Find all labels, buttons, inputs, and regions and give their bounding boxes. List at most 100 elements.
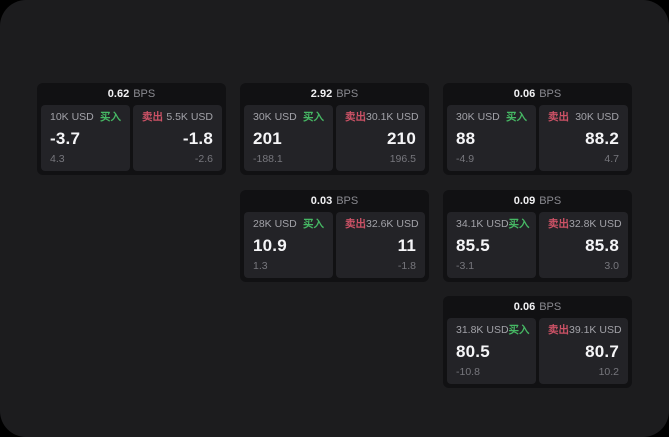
quote-card: 0.09 BPS 34.1K USD 买入 85.5 -3.1 卖出 32.8K… [443,190,632,282]
bps-header: 0.03 BPS [240,190,429,212]
buy-amount: 30K USD [253,111,297,123]
buy-panel[interactable]: 28K USD 买入 10.9 1.3 [244,212,333,278]
sell-panel[interactable]: 卖出 5.5K USD -1.8 -2.6 [133,105,222,171]
buy-panel-top: 30K USD 买入 [253,112,324,123]
quote-card-body: 28K USD 买入 10.9 1.3 卖出 32.6K USD 11 -1.8 [240,212,429,282]
buy-amount: 10K USD [50,111,94,123]
sell-amount: 30K USD [575,111,619,123]
sell-panel[interactable]: 卖出 32.8K USD 85.8 3.0 [539,212,628,278]
buy-label: 买入 [508,324,530,336]
sell-change: -1.8 [397,260,416,272]
buy-amount: 30K USD [456,111,500,123]
buy-panel-top: 34.1K USD 买入 [456,218,530,230]
quote-card-body: 30K USD 买入 201 -188.1 卖出 30.1K USD 210 1… [240,105,429,175]
quote-card: 2.92 BPS 30K USD 买入 201 -188.1 卖出 30.1K … [240,83,429,175]
buy-change: -10.8 [456,366,480,378]
sell-price: 80.7 [585,341,619,361]
sell-price: 210 [387,128,416,148]
quote-card-body: 31.8K USD 买入 80.5 -10.8 卖出 39.1K USD 80.… [443,318,632,388]
bps-unit-label: BPS [539,194,562,207]
sell-panel[interactable]: 卖出 39.1K USD 80.7 10.2 [539,318,628,384]
sell-change: 3.0 [604,260,619,272]
buy-panel[interactable]: 34.1K USD 买入 85.5 -3.1 [447,212,536,278]
sell-label: 卖出 [345,218,366,230]
sell-panel-top: 卖出 39.1K USD [548,324,622,336]
bps-value: 0.06 [513,87,536,100]
buy-panel[interactable]: 30K USD 买入 201 -188.1 [244,105,333,171]
bps-value: 2.92 [310,87,333,100]
buy-panel[interactable]: 30K USD 买入 88 -4.9 [447,105,536,171]
sell-price: -1.8 [182,128,213,148]
bps-unit-label: BPS [539,87,562,100]
bps-unit-label: BPS [539,300,562,313]
sell-price: 85.8 [585,235,619,255]
quote-card: 0.06 BPS 30K USD 买入 88 -4.9 卖出 30K USD 8… [443,83,632,175]
buy-label: 买入 [506,111,527,123]
buy-amount: 31.8K USD [456,324,509,336]
bps-unit-label: BPS [336,194,359,207]
bps-header: 0.06 BPS [443,83,632,105]
sell-change: -2.6 [194,153,213,165]
buy-price: 80.5 [456,341,490,361]
sell-label: 卖出 [548,218,569,230]
buy-price: 88 [456,128,476,148]
buy-label: 买入 [303,218,324,230]
sell-panel[interactable]: 卖出 30K USD 88.2 4.7 [539,105,628,171]
sell-amount: 5.5K USD [166,111,213,123]
sell-price: 11 [397,235,416,255]
sell-label: 卖出 [548,324,569,336]
buy-change: -3.1 [456,260,475,272]
bps-unit-label: BPS [336,87,359,100]
sell-label: 卖出 [345,111,366,123]
bps-value: 0.06 [513,300,536,313]
sell-label: 卖出 [142,111,163,123]
bps-value: 0.62 [107,87,130,100]
bps-value: 0.03 [310,194,333,207]
buy-label: 买入 [508,218,530,230]
buy-change: 4.3 [50,153,65,165]
sell-label: 卖出 [548,111,569,123]
buy-panel[interactable]: 10K USD 买入 -3.7 4.3 [41,105,130,171]
buy-price: -3.7 [50,128,81,148]
quote-card-body: 30K USD 买入 88 -4.9 卖出 30K USD 88.2 4.7 [443,105,632,175]
sell-panel[interactable]: 卖出 32.6K USD 11 -1.8 [336,212,425,278]
sell-amount: 32.8K USD [569,218,622,230]
buy-amount: 34.1K USD [456,218,509,230]
bps-header: 0.62 BPS [37,83,226,105]
buy-amount: 28K USD [253,218,297,230]
buy-panel[interactable]: 31.8K USD 买入 80.5 -10.8 [447,318,536,384]
bps-header: 0.06 BPS [443,296,632,318]
sell-amount: 32.6K USD [366,218,419,230]
sell-amount: 30.1K USD [366,111,419,123]
quote-card: 0.62 BPS 10K USD 买入 -3.7 4.3 卖出 5.5K USD… [37,83,226,175]
quote-card-body: 34.1K USD 买入 85.5 -3.1 卖出 32.8K USD 85.8… [443,212,632,282]
buy-change: 1.3 [253,260,268,272]
sell-panel-top: 卖出 30.1K USD [345,111,419,123]
quote-card: 0.06 BPS 31.8K USD 买入 80.5 -10.8 卖出 39.1… [443,296,632,388]
bps-header: 0.09 BPS [443,190,632,212]
sell-change: 4.7 [604,153,619,165]
buy-label: 买入 [100,111,121,123]
sell-panel-top: 卖出 30K USD [548,112,619,123]
buy-panel-top: 30K USD 买入 [456,112,527,123]
sell-panel-top: 卖出 32.6K USD [345,218,419,230]
buy-price: 85.5 [456,235,490,255]
sell-amount: 39.1K USD [569,324,622,336]
sell-panel-top: 卖出 32.8K USD [548,218,622,230]
bps-value: 0.09 [513,194,536,207]
buy-panel-top: 28K USD 买入 [253,219,324,230]
buy-panel-top: 10K USD 买入 [50,112,121,123]
buy-label: 买入 [303,111,324,123]
buy-change: -4.9 [456,153,475,165]
bps-unit-label: BPS [133,87,156,100]
bps-header: 2.92 BPS [240,83,429,105]
sell-panel-top: 卖出 5.5K USD [142,112,213,123]
sell-price: 88.2 [585,128,619,148]
quote-card: 0.03 BPS 28K USD 买入 10.9 1.3 卖出 32.6K US… [240,190,429,282]
quote-card-body: 10K USD 买入 -3.7 4.3 卖出 5.5K USD -1.8 -2.… [37,105,226,175]
buy-price: 201 [253,128,282,148]
sell-panel[interactable]: 卖出 30.1K USD 210 196.5 [336,105,425,171]
buy-panel-top: 31.8K USD 买入 [456,324,530,336]
